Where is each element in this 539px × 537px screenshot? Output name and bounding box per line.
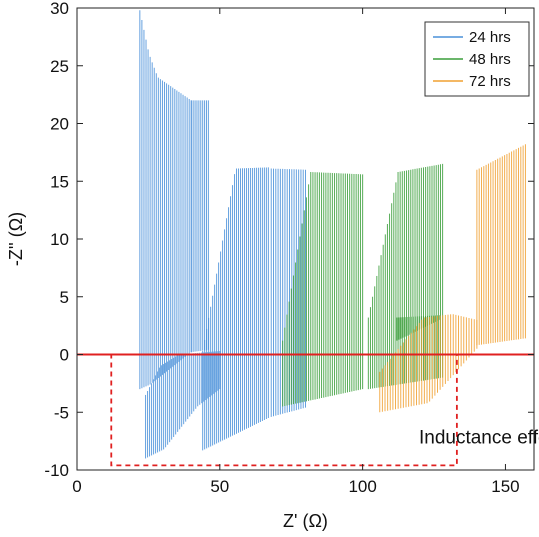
- inductance-region-box: [110, 353, 458, 467]
- series-48-hrs: [282, 163, 444, 407]
- annotation-label: Inductance effect: [419, 427, 539, 448]
- curves-layer: [139, 10, 526, 459]
- axes-layer: 0 50 100 150 -10 -5 0 5 10 15 20 25 30 Z' (Ω) -Z'' (Ω): [6, 0, 535, 531]
- x-tick-label: 150: [491, 477, 519, 496]
- series-72-hrs: [379, 144, 526, 413]
- y-tick-label: -5: [54, 403, 69, 422]
- y-tick-label: 5: [60, 288, 69, 307]
- y-tick-label: 20: [50, 115, 69, 134]
- y-axis-label: -Z'' (Ω): [6, 212, 26, 266]
- y-tick-label: 15: [50, 172, 69, 191]
- x-axis-label: Z' (Ω): [283, 511, 328, 531]
- legend-label: 72 hrs: [469, 73, 511, 90]
- y-tick-label: 0: [60, 346, 69, 365]
- y-tick-label: -10: [44, 461, 69, 480]
- y-tick-label: 25: [50, 57, 69, 76]
- legend: 24 hrs 48 hrs 72 hrs: [424, 21, 530, 97]
- x-tick-label: 50: [210, 477, 229, 496]
- overlay-layer: Inductance effect: [77, 353, 539, 467]
- legend-label: 48 hrs: [469, 51, 511, 68]
- y-tick-label: 10: [50, 230, 69, 249]
- legend-label: 24 hrs: [469, 29, 511, 46]
- x-tick-label: 100: [348, 477, 376, 496]
- x-tick-label: 0: [72, 477, 81, 496]
- y-tick-label: 30: [50, 0, 69, 18]
